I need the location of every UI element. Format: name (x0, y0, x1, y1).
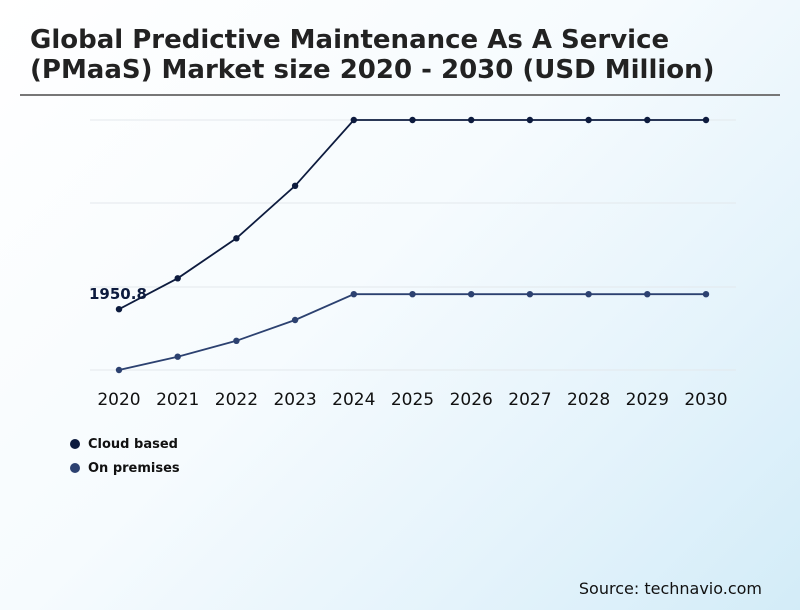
point-cloud-based-2025 (409, 116, 416, 124)
x-tick-label: 2023 (273, 390, 316, 410)
x-tick-label: 2021 (156, 390, 199, 410)
point-on-premises-2026 (468, 291, 475, 298)
point-cloud-based-2029 (644, 116, 651, 124)
data-label: 1950.8 (89, 285, 147, 303)
point-cloud-based-2028 (585, 116, 592, 124)
point-on-premises-2021 (174, 353, 181, 360)
legend-item: Cloud based (70, 436, 180, 452)
point-on-premises-2024 (350, 291, 357, 298)
point-cloud-based-2023 (291, 182, 299, 189)
point-on-premises-2025 (409, 291, 416, 298)
x-tick-label: 2028 (567, 390, 610, 410)
point-cloud-based-2021 (174, 275, 181, 282)
point-on-premises-2030 (702, 291, 710, 298)
title-divider (20, 94, 780, 96)
chart-legend: Cloud based On premises (70, 436, 180, 484)
series-layer (115, 116, 710, 374)
point-on-premises-2028 (585, 291, 592, 298)
x-tick-label: 2027 (508, 390, 551, 410)
point-cloud-based-2022 (233, 235, 240, 242)
point-on-premises-2020 (115, 366, 123, 374)
point-cloud-based-2026 (468, 116, 475, 124)
x-tick-label: 2026 (450, 390, 493, 410)
legend-item: On premises (70, 460, 180, 476)
x-tick-label: 2022 (215, 390, 258, 410)
source-credit: Source: technavio.com (578, 579, 762, 598)
x-tick-label: 2024 (332, 390, 375, 410)
x-tick-label: 2029 (626, 390, 669, 410)
chart-title: Global Predictive Maintenance As A Servi… (30, 25, 715, 85)
point-on-premises-2022 (233, 337, 240, 344)
x-tick-label: 2030 (684, 390, 727, 410)
annotation-layer: 1950.8 (89, 285, 147, 303)
point-cloud-based-2027 (526, 116, 534, 124)
series-line-on-premises (118, 293, 706, 371)
legend-label: Cloud based (88, 436, 178, 452)
point-cloud-based-2020 (115, 306, 123, 313)
point-cloud-based-2030 (702, 116, 710, 124)
x-tick-label: 2025 (391, 390, 434, 410)
point-on-premises-2027 (526, 291, 534, 298)
legend-marker (70, 439, 80, 449)
x-axis-ticks: 2020 2021 2022 2023 2024 2025 2026 2027 2028 2029… (97, 390, 727, 410)
x-tick-label: 2020 (97, 390, 140, 410)
legend-label: On premises (88, 460, 180, 476)
legend-marker (70, 463, 80, 473)
series-line-cloud-based (118, 119, 706, 310)
point-on-premises-2023 (291, 316, 299, 324)
point-on-premises-2029 (644, 291, 651, 298)
grid-layer (90, 119, 736, 371)
point-cloud-based-2024 (350, 116, 357, 124)
